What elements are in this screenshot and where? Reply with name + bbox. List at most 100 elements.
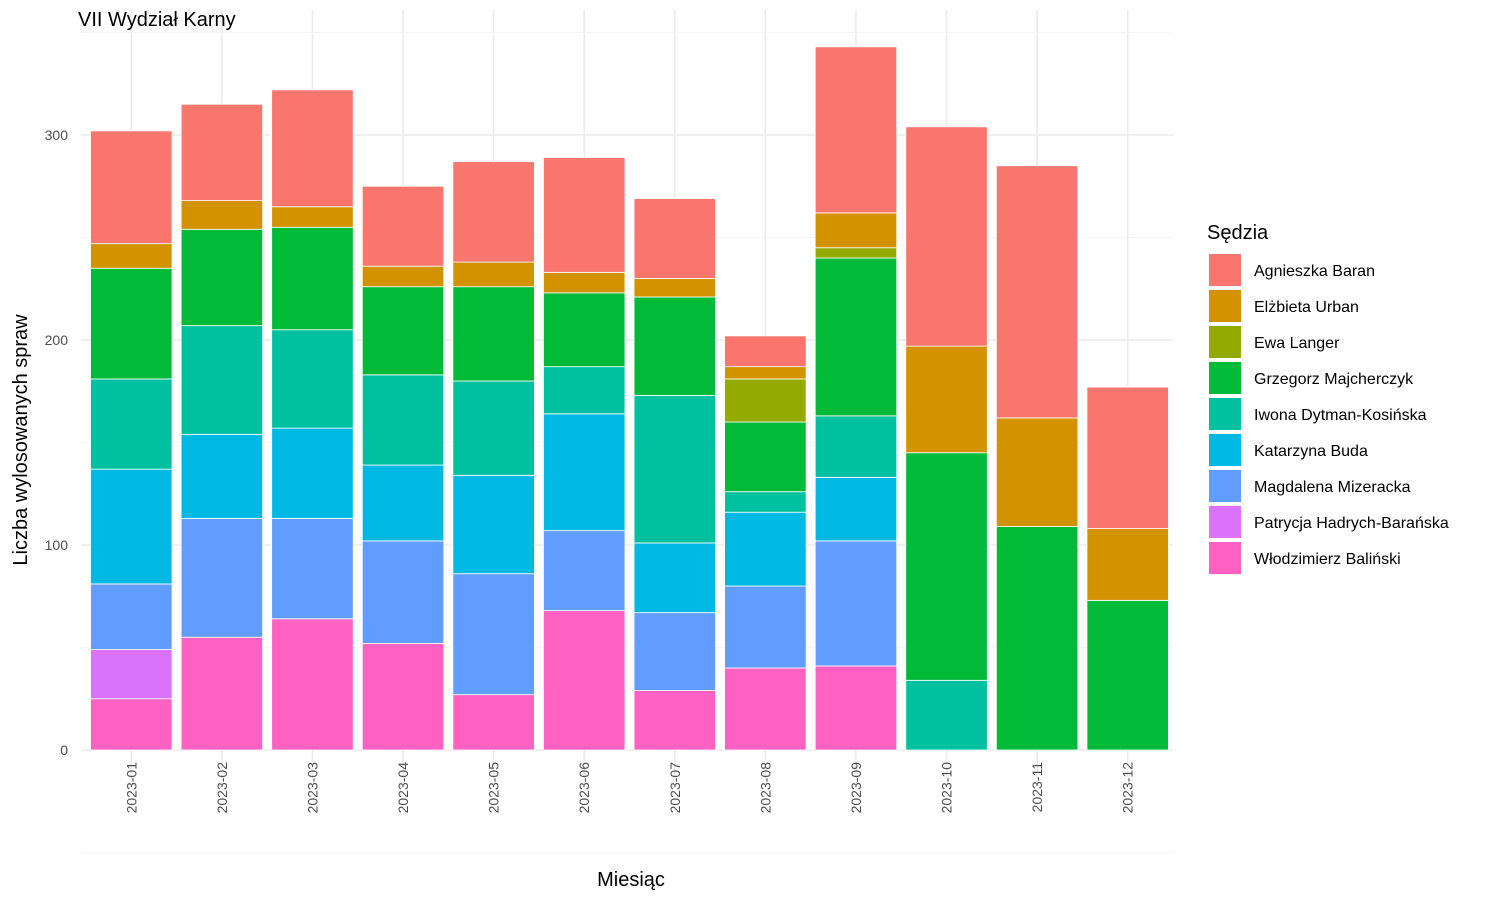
legend-swatch: [1209, 542, 1241, 574]
bar-segment: [361, 464, 445, 542]
y-tick-label: 300: [45, 127, 69, 143]
bar-segment: [90, 130, 173, 245]
bar-segment: [90, 698, 173, 751]
bar-segment: [633, 612, 716, 691]
bar-segment: [90, 468, 173, 585]
x-tick-label: 2023-09: [848, 762, 864, 814]
x-tick-label: 2023-01: [123, 762, 139, 814]
legend-swatch: [1209, 290, 1241, 322]
bar-segment: [633, 394, 716, 544]
bar-segment: [180, 517, 264, 638]
bar-segment: [814, 247, 898, 259]
bar-segment: [1086, 599, 1169, 751]
bar-segment: [452, 380, 535, 476]
y-axis-ticks: 0 100 200 300: [45, 127, 69, 758]
bar-segment: [905, 679, 988, 751]
x-tick-label: 2023-11: [1029, 762, 1045, 813]
bar-segment: [361, 643, 445, 751]
legend-label: Patrycja Hadrych-Barańska: [1254, 515, 1449, 532]
bar-segment: [814, 257, 898, 417]
bar-segment: [543, 157, 626, 273]
bar-segment: [271, 618, 354, 751]
bar-segment: [543, 530, 626, 612]
x-tick-label: 2023-03: [304, 762, 320, 814]
legend: Sędzia Agnieszka Baran Elżbieta Urban Ewa …: [1207, 222, 1449, 574]
bar-segment: [814, 665, 898, 751]
bar-segment: [543, 271, 626, 294]
bar-segment: [724, 667, 807, 751]
bar-segment: [361, 540, 445, 644]
bar-segment: [180, 200, 264, 230]
bar-segment: [633, 278, 716, 298]
bar-segment: [814, 415, 898, 478]
bar-segment: [90, 267, 173, 380]
bar-segment: [452, 261, 535, 288]
x-tick-label: 2023-08: [757, 762, 773, 814]
x-tick-label: 2023-12: [1120, 762, 1136, 814]
legend-swatch: [1209, 362, 1241, 394]
legend-label: Agnieszka Baran: [1254, 263, 1375, 280]
bar-segment: [180, 228, 264, 327]
legend-title: Sędzia: [1207, 222, 1269, 244]
bar-segment: [543, 413, 626, 532]
bar-segment: [633, 542, 716, 614]
bar-segment: [724, 585, 807, 669]
bar-segment: [814, 212, 898, 249]
bar-segment: [180, 325, 264, 435]
bar-segment: [452, 161, 535, 263]
bar-segment: [724, 421, 807, 493]
y-tick-label: 0: [60, 742, 68, 758]
bar-segment: [271, 427, 354, 519]
bar-segment: [271, 517, 354, 620]
legend-swatch: [1209, 326, 1241, 358]
legend-swatch: [1209, 254, 1241, 286]
legend-label: Grzegorz Majcherczyk: [1254, 371, 1414, 388]
bar-segment: [724, 491, 807, 513]
chart-title: VII Wydział Karny: [78, 9, 236, 31]
legend-label: Włodzimierz Baliński: [1254, 551, 1401, 568]
bar-segment: [543, 292, 626, 368]
bar-segment: [361, 185, 445, 267]
bar-segment: [452, 694, 535, 751]
bar-segment: [361, 374, 445, 466]
bar-segment: [452, 286, 535, 382]
bar-segment: [180, 636, 264, 751]
bar-segment: [180, 103, 264, 201]
bar-segment: [1086, 528, 1169, 601]
x-tick-label: 2023-06: [576, 762, 592, 814]
legend-swatch: [1209, 434, 1241, 466]
bar-segment: [271, 329, 354, 429]
bar-segment: [905, 345, 988, 454]
bar-segment: [90, 649, 173, 700]
bar-segment: [180, 433, 264, 519]
x-tick-label: 2023-05: [486, 762, 502, 814]
bar-segment: [633, 296, 716, 396]
bar-segment: [361, 286, 445, 376]
bar-segment: [90, 583, 173, 650]
legend-label: Katarzyna Buda: [1254, 443, 1368, 460]
legend-swatch: [1209, 470, 1241, 502]
legend-swatch: [1209, 398, 1241, 430]
x-tick-label: 2023-07: [667, 762, 683, 814]
bar-segment: [995, 526, 1079, 751]
legend-label: Elżbieta Urban: [1254, 299, 1359, 316]
bar-segment: [814, 540, 898, 667]
bar-segment: [995, 417, 1079, 527]
legend-label: Iwona Dytman-Kosińska: [1254, 407, 1427, 424]
bar-segment: [452, 573, 535, 696]
legend-label: Magdalena Mizeracka: [1254, 479, 1411, 496]
bar-segment: [814, 476, 898, 542]
bar-segment: [724, 335, 807, 368]
bar-segment: [905, 126, 988, 347]
bar-segment: [905, 452, 988, 681]
bar-segment: [1086, 386, 1169, 529]
x-axis-ticks: 2023-01 2023-02 2023-03 2023-04 2023-05 2023-…: [123, 762, 1135, 814]
bar-segment: [724, 511, 807, 587]
bar-segment: [995, 165, 1079, 419]
bar-segment: [724, 366, 807, 380]
x-tick-label: 2023-02: [214, 762, 230, 814]
bar-segment: [724, 378, 807, 423]
bar-segment: [271, 89, 354, 208]
bars: [90, 46, 1169, 751]
